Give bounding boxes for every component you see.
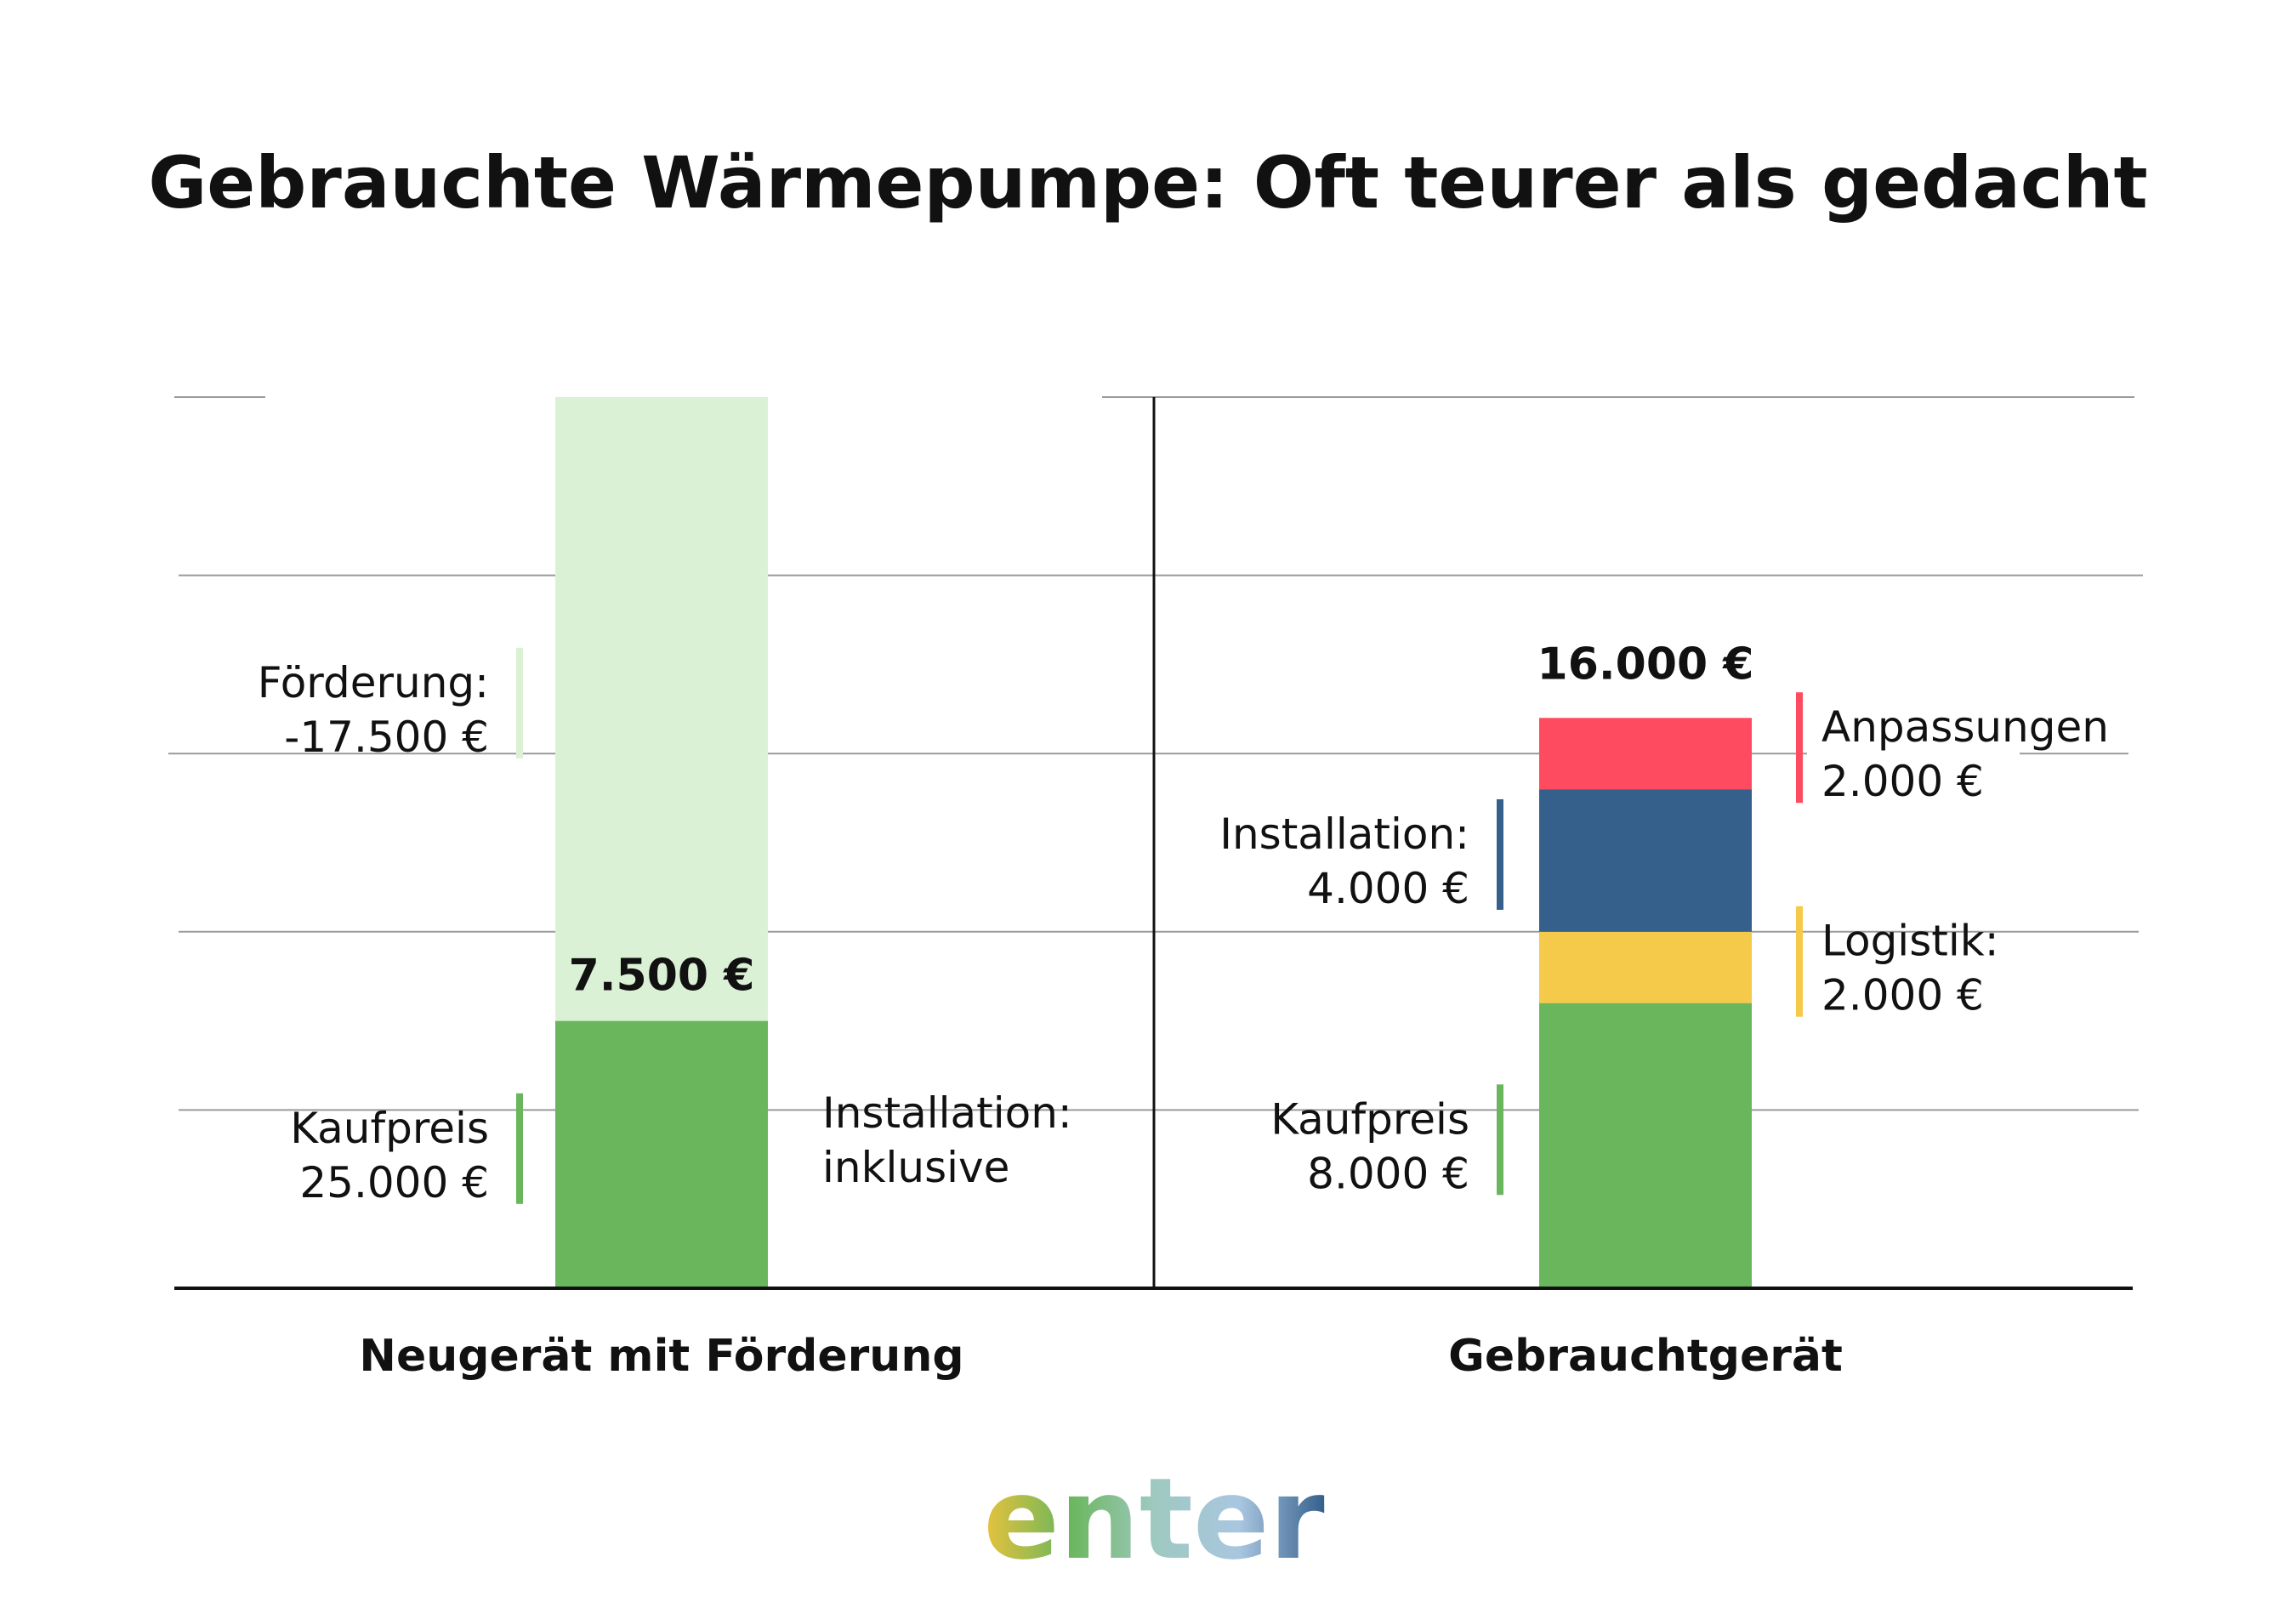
segment-label-2-logistik-line-2: 2.000 € [1821,971,1984,1020]
label-marker-2-logistik [1796,906,1803,1017]
bar-2-anpassungen [1539,718,1752,790]
segment-label-2-installation-line-2: 4.000 € [1307,864,1469,913]
segment-label-2-anpassungen-line-2: 2.000 € [1821,757,1984,806]
label-marker-2-kaufpreis [1497,1084,1503,1196]
label-marker-2-installation [1497,798,1503,910]
segment-label-1-foerderung-line-2: -17.500 € [284,713,489,762]
chart-title: Gebrauchte Wärmepumpe: Oft teurer als ge… [148,141,2147,224]
label-marker-1-foerderung [516,647,523,758]
note-label-1-line-1: Installation: [822,1088,1072,1138]
bar-1-kaufpreis [555,1020,768,1288]
note-label-1-line-2: inklusive [822,1143,1009,1192]
category-label-1: Neugerät mit Förderung [359,1331,963,1382]
segment-label-1-kaufpreis-line-1: Kaufpreis [290,1104,489,1153]
label-marker-1-kaufpreis [516,1093,523,1204]
segment-label-2-anpassungen-line-1: Anpassungen [1821,702,2109,752]
bar-2-installation [1539,789,1752,932]
enter-logo: enter [983,1454,1324,1585]
segment-label-2-kaufpreis-line-1: Kaufpreis [1270,1094,1469,1144]
segment-label-2-kaufpreis-line-2: 8.000 € [1307,1149,1469,1198]
bar-2-kaufpreis [1539,1003,1752,1288]
total-label-2: 16.000 € [1537,639,1754,690]
segment-label-1-kaufpreis-line-2: 25.000 € [299,1158,489,1207]
segment-label-2-logistik-line-1: Logistik: [1821,917,1999,966]
bar-2-logistik [1539,931,1752,1003]
segment-label-2-installation-line-1: Installation: [1219,810,1469,859]
segment-label-1-foerderung-line-1: Förderung: [258,658,489,707]
category-label-2: Gebrauchtgerät [1448,1331,1843,1382]
bar-1-foerderung [555,397,768,1021]
total-label-1: 7.500 € [569,951,755,1002]
label-marker-2-anpassungen [1796,692,1803,804]
